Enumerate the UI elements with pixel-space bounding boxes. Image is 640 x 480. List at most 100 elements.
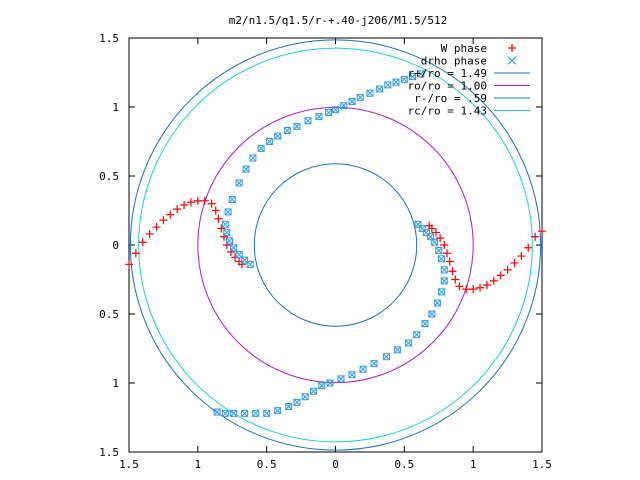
radius-circle [253,163,418,327]
plus-marker [531,232,540,241]
plus-marker [476,283,485,292]
cross-square-marker [392,78,400,86]
cross-square-marker [221,220,229,228]
cross-square-marker [235,179,243,187]
plus-marker [538,227,546,236]
cross-square-marker [337,375,345,383]
plus-marker [131,249,140,258]
plus-marker [180,200,189,209]
cross-square-marker [332,106,339,114]
cross-square-marker [213,408,221,416]
plus-marker [510,258,519,267]
radius-circle [129,39,542,451]
cross-square-marker [221,409,229,417]
cross-square-marker [440,277,448,285]
cross-square-marker [263,409,271,417]
cross-square-marker [304,117,312,125]
cross-square-marker [257,144,265,152]
legend-label: drho phase [421,55,487,68]
cross-square-marker [433,299,441,307]
plus-marker [508,44,516,52]
data-markers [125,70,546,417]
chart-title: m2/n1.5/q1.5/r-+.40-j206/M1.5/512 [229,14,448,27]
y-tick-label: 0.5 [99,170,119,183]
x-tick-label: 1 [195,458,202,471]
cross-square-marker [440,266,448,274]
legend-label: ro/ro = 1.00 [408,80,487,93]
plus-marker [445,257,454,266]
radius-circle [197,106,474,384]
x-tick-label: 1 [470,458,477,471]
cross-square-marker [348,97,356,105]
plus-marker [436,234,445,243]
plus-marker [455,282,464,291]
plus-marker [443,249,452,258]
plus-marker [469,285,478,294]
cross-square-marker [326,379,334,387]
cross-square-marker [309,387,317,395]
plus-marker [193,196,202,205]
cross-square-marker [366,89,374,97]
plus-marker [214,214,223,223]
y-tick-label: 1 [112,377,119,390]
plus-marker [489,276,498,285]
y-tick-label: 1.5 [99,32,119,45]
plus-marker [207,199,216,208]
plus-marker [431,228,440,237]
cross-square-marker [293,122,301,130]
cross-square-marker [384,81,392,89]
radius-circle [138,47,533,443]
cross-square-marker [325,109,333,117]
cross-square-marker [435,247,443,255]
plus-marker [186,198,195,207]
x-tick-label: 1.5 [119,458,139,471]
cross-square-marker [413,331,421,339]
cross-square-marker [382,353,390,361]
plus-marker [503,265,512,274]
cross-square-marker [285,402,293,410]
cross-square-marker [318,382,326,390]
cross-square-marker [417,70,425,78]
cross-square-marker [225,237,233,245]
x-tick-label: 0.5 [257,458,277,471]
cross-square-marker [438,255,446,263]
cross-square-marker [340,102,348,110]
plus-marker [451,275,460,284]
plus-marker [125,260,133,269]
cross-square-marker [301,393,309,401]
x-tick-label: 0 [332,458,339,471]
cross-square-marker [400,75,408,83]
cross-square-marker [252,409,260,417]
plus-marker [166,210,175,219]
cross-square-marker [223,229,231,237]
cross-square-marker [246,260,254,268]
cross-square-marker [230,409,238,417]
plus-marker [211,206,220,215]
cross-square-marker [293,398,301,406]
cross-square-marker [235,251,243,259]
plus-marker [496,271,505,280]
plus-marker [217,224,226,233]
plus-marker [482,281,491,290]
cross-square-marker [265,138,273,145]
plus-marker [138,238,147,247]
legend-label: W phase [441,42,487,55]
cross-square-marker [230,244,238,252]
x-axis: 1.5 1 0.5 0 0.5 1 1.5 [119,38,552,471]
legend-label: rc/ro = 1.43 [408,105,487,118]
cross-square-marker [431,238,439,246]
y-tick-label: 1.5 [99,446,119,459]
cross-square-marker [241,256,249,264]
cross-square-marker [428,310,436,318]
plus-marker [200,196,209,205]
plus-marker [159,216,168,225]
plus-marker [517,252,526,261]
radius-circles [129,39,542,451]
cross-square-marker [242,165,250,173]
cross-square-marker [241,409,249,417]
cross-square-marker [409,73,417,81]
cross-square-marker [274,132,282,140]
y-tick-label: 0.5 [99,308,119,321]
plus-marker [427,224,436,233]
